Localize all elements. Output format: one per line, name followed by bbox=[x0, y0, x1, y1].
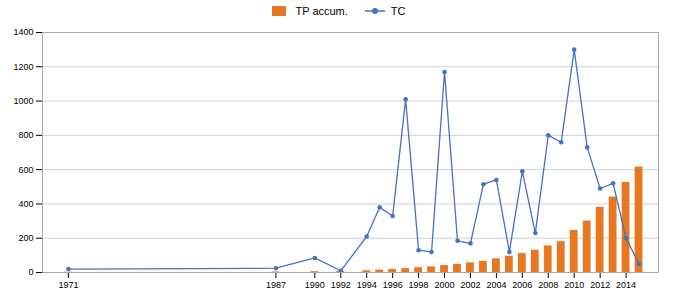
svg-text:1400: 1400 bbox=[13, 27, 33, 37]
svg-text:2004: 2004 bbox=[486, 280, 506, 290]
svg-text:1992: 1992 bbox=[331, 280, 351, 290]
svg-text:0: 0 bbox=[28, 267, 33, 277]
svg-text:400: 400 bbox=[18, 199, 33, 209]
svg-text:1200: 1200 bbox=[13, 62, 33, 72]
html-text:TC: TC bbox=[390, 5, 406, 17]
svg-text:2012: 2012 bbox=[590, 280, 610, 290]
svg-text:600: 600 bbox=[18, 165, 33, 175]
svg-text:2000: 2000 bbox=[435, 280, 455, 290]
svg-text:2010: 2010 bbox=[564, 280, 584, 290]
svg-text:1998: 1998 bbox=[409, 280, 429, 290]
svg-text:2002: 2002 bbox=[460, 280, 480, 290]
svg-text:2006: 2006 bbox=[512, 280, 532, 290]
svg-text:1971: 1971 bbox=[58, 280, 78, 290]
html-text:TP accum.: TP accum. bbox=[295, 5, 348, 17]
svg-text:1990: 1990 bbox=[305, 280, 325, 290]
svg-text:200: 200 bbox=[18, 233, 33, 243]
svg-text:2008: 2008 bbox=[538, 280, 558, 290]
svg-text:800: 800 bbox=[18, 130, 33, 140]
svg-text:1000: 1000 bbox=[13, 96, 33, 106]
svg-text:1996: 1996 bbox=[383, 280, 403, 290]
svg-text:2014: 2014 bbox=[616, 280, 636, 290]
svg-text:1987: 1987 bbox=[266, 280, 286, 290]
svg-text:1994: 1994 bbox=[357, 280, 377, 290]
